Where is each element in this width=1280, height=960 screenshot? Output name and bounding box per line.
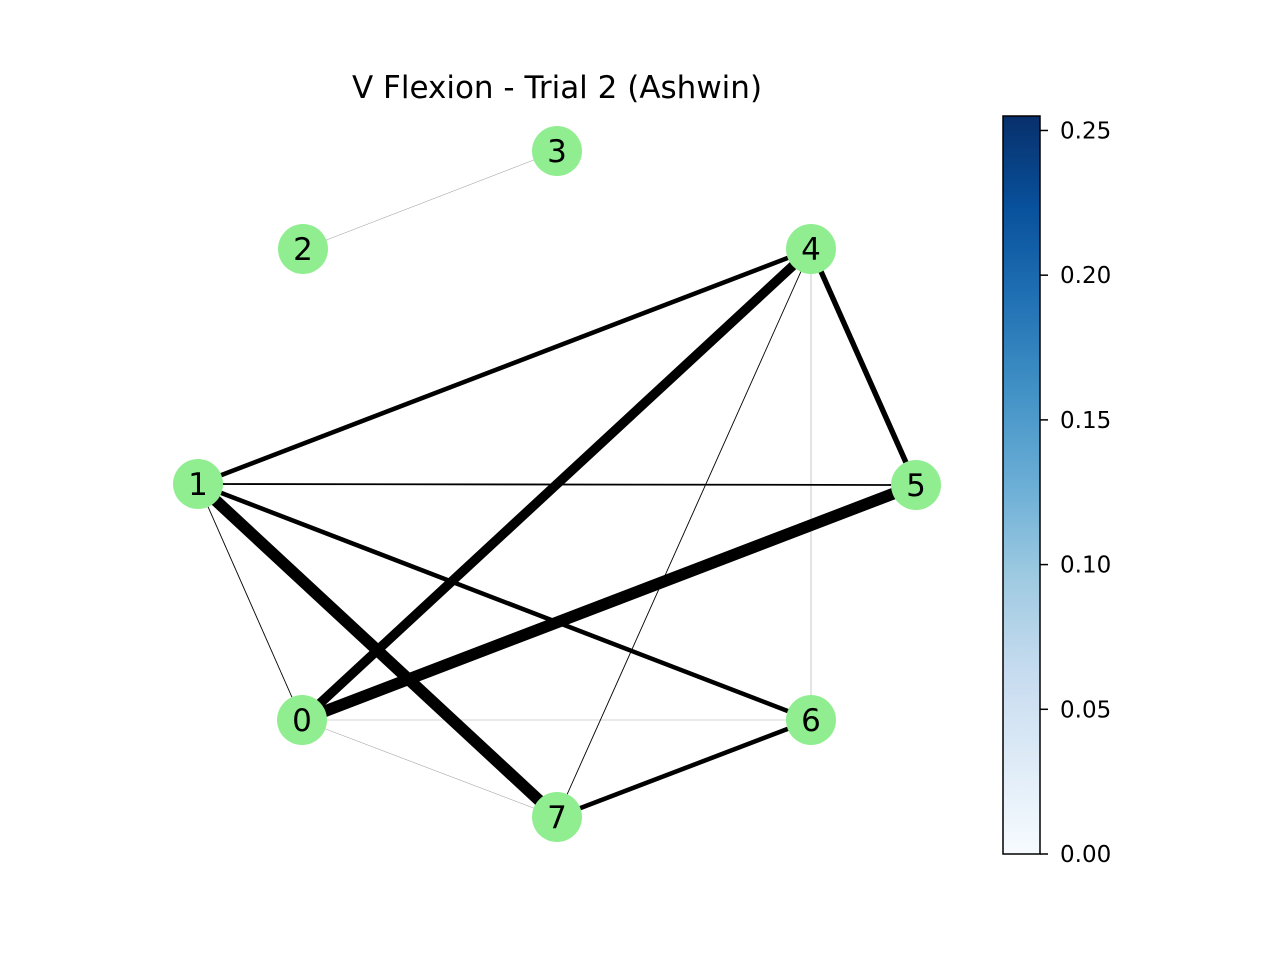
colorbar-tick-label: 0.00 <box>1060 842 1111 868</box>
edge-1-5 <box>197 483 917 486</box>
node-5: 5 <box>891 460 941 510</box>
edge-1-0 <box>197 483 303 721</box>
edge-1-6 <box>197 481 812 723</box>
node-label: 2 <box>293 232 313 268</box>
edge-1-7 <box>194 479 561 822</box>
node-0: 0 <box>277 695 327 745</box>
node-6: 6 <box>786 695 836 745</box>
colorbar-tick-label: 0.15 <box>1060 408 1111 434</box>
colorbar-gradient <box>1002 115 1041 855</box>
colorbar-tick-label: 0.10 <box>1060 553 1111 579</box>
node-circle <box>277 695 327 745</box>
node-circle <box>173 459 223 509</box>
node-layer: 0 1 2 3 4 5 6 7 <box>173 126 941 842</box>
node-circle <box>786 695 836 745</box>
node-label: 4 <box>801 232 821 268</box>
node-label: 0 <box>292 703 312 739</box>
edge-4-7 <box>556 248 812 818</box>
node-circle <box>532 792 582 842</box>
edge-7-6 <box>556 717 812 820</box>
node-circle <box>786 224 836 274</box>
node-2: 2 <box>278 224 328 274</box>
node-label: 6 <box>801 703 821 739</box>
node-1: 1 <box>173 459 223 509</box>
node-label: 7 <box>547 800 567 836</box>
edge-0-7 <box>301 719 558 818</box>
colorbar-tick-label: 0.20 <box>1060 263 1111 289</box>
colorbar-tick-label: 0.05 <box>1060 697 1111 723</box>
chart-title: V Flexion - Trial 2 (Ashwin) <box>352 70 762 106</box>
edge-0-5 <box>299 479 919 726</box>
node-circle <box>278 224 328 274</box>
edge-2-3 <box>302 150 558 250</box>
edge-4-5 <box>808 247 919 487</box>
node-label: 3 <box>547 134 567 170</box>
edge-layer <box>194 150 919 822</box>
colorbar: 0.00 0.05 0.10 0.15 0.20 0.25 <box>1002 115 1111 868</box>
node-circle <box>532 126 582 176</box>
colorbar-tick-label: 0.25 <box>1060 118 1111 144</box>
edge-1-4 <box>197 246 812 487</box>
node-circle <box>891 460 941 510</box>
node-7: 7 <box>532 792 582 842</box>
node-4: 4 <box>786 224 836 274</box>
node-3: 3 <box>532 126 582 176</box>
node-label: 1 <box>188 467 208 503</box>
node-label: 5 <box>906 468 926 504</box>
colorbar-ticks: 0.00 0.05 0.10 0.15 0.20 0.25 <box>1040 118 1111 868</box>
